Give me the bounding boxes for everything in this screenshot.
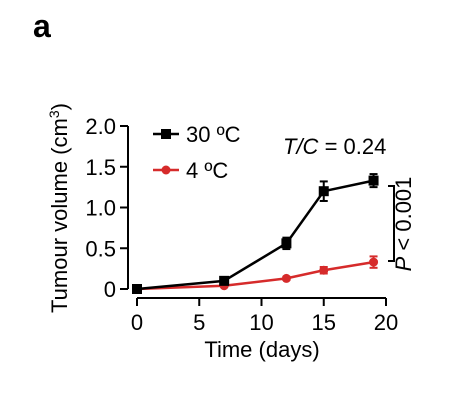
ratio-annotation: T/C = 0.24 [283,134,386,159]
y-axis-ticks: 0 0.5 1.0 1.5 2.0 [85,114,128,302]
x-tick-label: 10 [249,310,273,335]
y-axis-title-sup: 3 [46,110,62,118]
data-point-4c [281,273,291,283]
x-tick-label: 15 [312,310,336,335]
series-line-30c [136,179,374,291]
y-axis-title-close: ) [47,103,72,110]
pvalue-label: P [391,256,416,271]
data-point-4c [319,265,329,275]
y-axis-title: Tumour volume (cm3) [46,103,72,313]
pvalue-annotation: P < 0.001 [391,177,416,272]
legend-label-4c: 4 ºC [186,158,228,183]
x-tick-label: 0 [131,310,143,335]
y-tick-label: 2.0 [85,114,116,139]
legend: 30 ºC 4 ºC [153,122,241,183]
x-tick-label: 5 [193,310,205,335]
series-layer [132,173,379,294]
pvalue-value: < 0.001 [391,177,416,257]
ratio-label: T/C [283,134,319,159]
y-tick-label: 1.5 [85,155,116,180]
legend-label-30c: 30 ºC [186,122,241,147]
data-point-4c [369,257,379,267]
x-axis-title: Time (days) [204,337,319,362]
data-point-30c [219,275,230,286]
x-tick-label: 20 [374,310,398,335]
data-point-30c [318,186,329,197]
data-point-30c [368,175,379,186]
panel-label: a [33,8,51,44]
svg-text:P < 0.001: P < 0.001 [391,177,416,272]
legend-marker-30c [161,129,171,139]
y-axis-title-main: Tumour volume (cm [47,118,72,313]
y-tick-label: 0.5 [85,236,116,261]
y-tick-label: 0 [104,277,116,302]
legend-marker-4c [161,165,171,175]
y-tick-label: 1.0 [85,196,116,221]
ratio-value: = 0.24 [318,134,386,159]
data-point-30c [281,238,292,249]
svg-text:Tumour volume (cm3): Tumour volume (cm3) [46,103,72,313]
x-axis-ticks: 0 5 10 15 20 [131,298,398,335]
significance-bracket [388,185,395,262]
series-30c [132,173,379,294]
data-point-30c [132,284,142,294]
